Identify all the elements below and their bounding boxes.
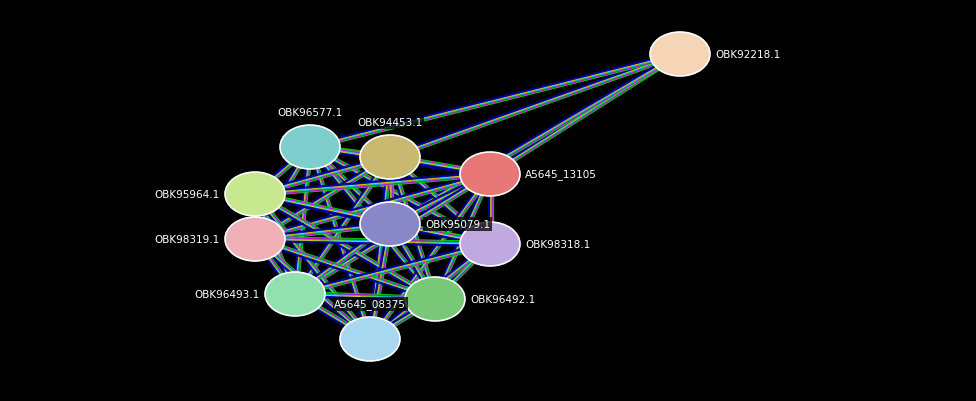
Text: OBK95079.1: OBK95079.1	[425, 219, 490, 229]
Ellipse shape	[225, 172, 285, 217]
Ellipse shape	[650, 33, 710, 77]
Ellipse shape	[280, 126, 340, 170]
Ellipse shape	[405, 277, 465, 321]
Text: OBK98319.1: OBK98319.1	[155, 235, 220, 244]
Ellipse shape	[225, 217, 285, 261]
Text: OBK96493.1: OBK96493.1	[195, 289, 260, 299]
Ellipse shape	[360, 203, 420, 246]
Text: OBK98318.1: OBK98318.1	[525, 239, 590, 249]
Ellipse shape	[460, 153, 520, 196]
Text: A5645_08375: A5645_08375	[334, 298, 406, 309]
Ellipse shape	[460, 223, 520, 266]
Ellipse shape	[360, 136, 420, 180]
Text: OBK96492.1: OBK96492.1	[470, 294, 535, 304]
Text: OBK95964.1: OBK95964.1	[155, 190, 220, 200]
Text: A5645_13105: A5645_13105	[525, 169, 597, 180]
Ellipse shape	[340, 317, 400, 361]
Text: OBK92218.1: OBK92218.1	[715, 50, 780, 60]
Ellipse shape	[265, 272, 325, 316]
Text: OBK96577.1: OBK96577.1	[277, 108, 343, 118]
Text: OBK94453.1: OBK94453.1	[357, 118, 423, 128]
